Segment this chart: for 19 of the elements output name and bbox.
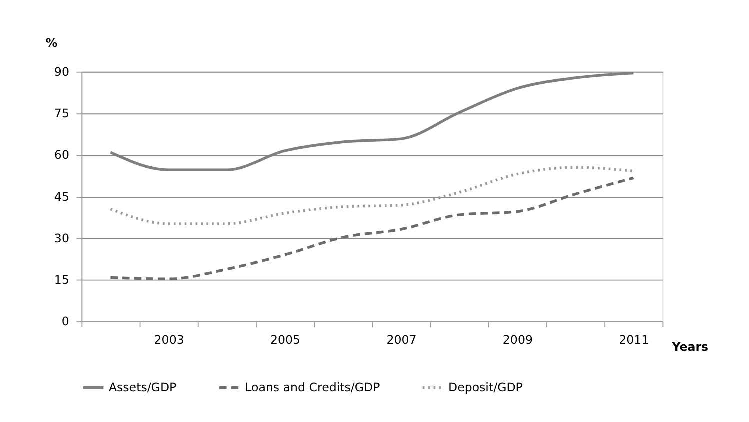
x-axis-title: Years <box>671 340 709 354</box>
y-tick-label: 60 <box>54 148 70 162</box>
y-tick-label: 90 <box>54 64 70 79</box>
legend-label: Assets/GDP <box>108 380 177 394</box>
y-axis-title: % <box>46 36 58 50</box>
y-tick-label: 75 <box>54 106 70 121</box>
line-series <box>109 176 636 280</box>
y-tick-label: 15 <box>54 273 70 288</box>
y-tick-label: 30 <box>54 231 70 246</box>
y-tick-label: 0 <box>62 314 70 329</box>
legend-label: Deposit/GDP <box>448 380 523 394</box>
line-series <box>109 166 636 226</box>
x-tick-label: 2009 <box>502 332 533 347</box>
x-tick-label: 2005 <box>270 332 301 347</box>
x-tick-label: 2007 <box>386 332 417 347</box>
legend-label: Loans and Credits/GDP <box>245 380 380 394</box>
x-tick-label: 2011 <box>619 332 650 347</box>
y-tick-label: 45 <box>54 190 70 204</box>
x-tick-label: 2003 <box>154 332 184 347</box>
